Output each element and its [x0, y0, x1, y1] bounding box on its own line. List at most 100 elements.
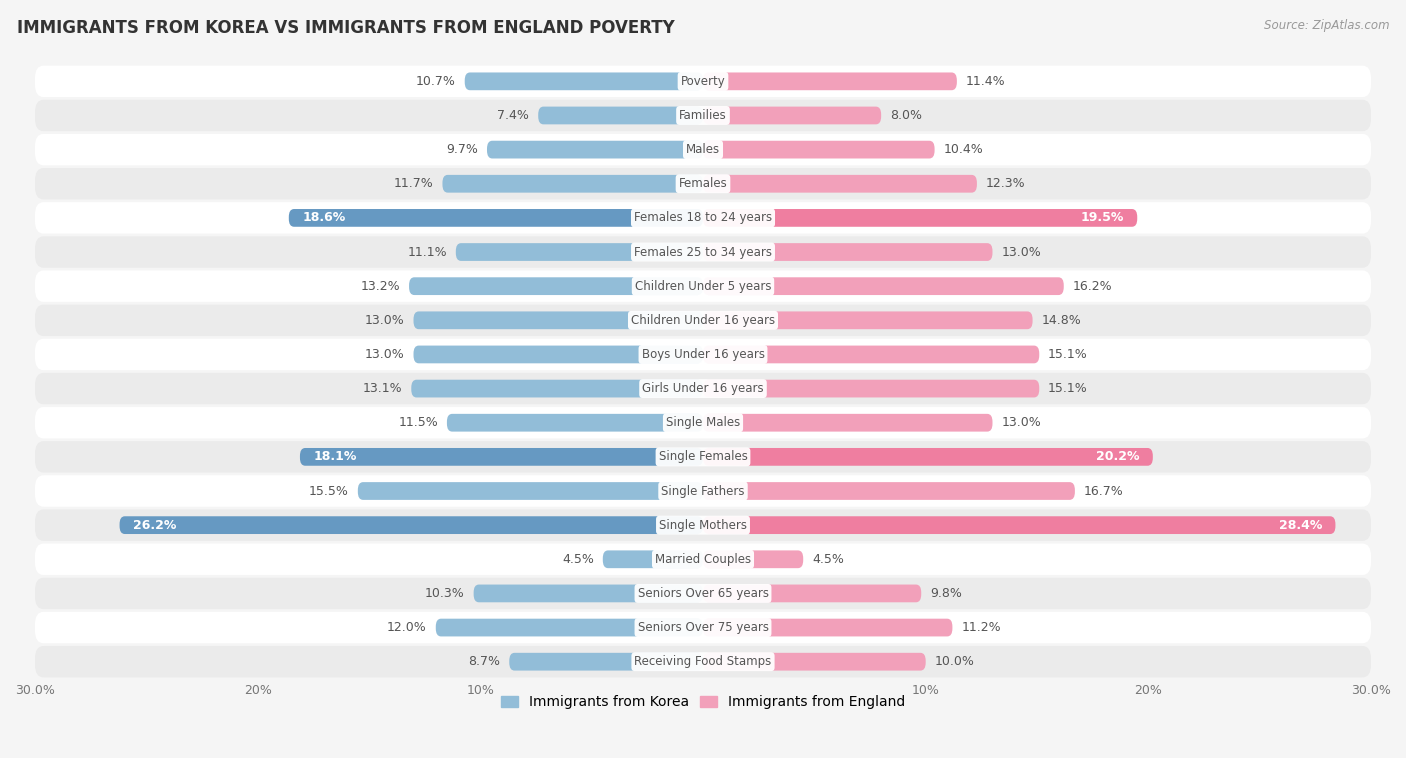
Text: Married Couples: Married Couples — [655, 553, 751, 565]
FancyBboxPatch shape — [703, 550, 803, 568]
FancyBboxPatch shape — [703, 619, 952, 637]
FancyBboxPatch shape — [35, 271, 1371, 302]
Text: 11.4%: 11.4% — [966, 75, 1005, 88]
FancyBboxPatch shape — [413, 346, 703, 363]
Text: 4.5%: 4.5% — [562, 553, 593, 565]
Text: Females 18 to 24 years: Females 18 to 24 years — [634, 211, 772, 224]
FancyBboxPatch shape — [35, 646, 1371, 678]
FancyBboxPatch shape — [299, 448, 703, 465]
Text: 10.3%: 10.3% — [425, 587, 465, 600]
FancyBboxPatch shape — [703, 346, 1039, 363]
FancyBboxPatch shape — [35, 373, 1371, 404]
Text: 11.1%: 11.1% — [408, 246, 447, 258]
FancyBboxPatch shape — [436, 619, 703, 637]
Text: 16.7%: 16.7% — [1084, 484, 1123, 497]
FancyBboxPatch shape — [35, 339, 1371, 370]
Text: Seniors Over 65 years: Seniors Over 65 years — [637, 587, 769, 600]
Text: 13.0%: 13.0% — [364, 348, 405, 361]
FancyBboxPatch shape — [35, 612, 1371, 644]
Text: 4.5%: 4.5% — [813, 553, 844, 565]
Text: 12.0%: 12.0% — [387, 621, 427, 634]
FancyBboxPatch shape — [703, 482, 1076, 500]
Text: Single Males: Single Males — [666, 416, 740, 429]
FancyBboxPatch shape — [509, 653, 703, 671]
Text: 8.0%: 8.0% — [890, 109, 922, 122]
FancyBboxPatch shape — [538, 107, 703, 124]
Text: 12.3%: 12.3% — [986, 177, 1025, 190]
FancyBboxPatch shape — [703, 653, 925, 671]
FancyBboxPatch shape — [486, 141, 703, 158]
FancyBboxPatch shape — [359, 482, 703, 500]
Text: Families: Families — [679, 109, 727, 122]
Text: Receiving Food Stamps: Receiving Food Stamps — [634, 655, 772, 669]
FancyBboxPatch shape — [703, 312, 1032, 329]
Text: 7.4%: 7.4% — [498, 109, 529, 122]
Text: 15.1%: 15.1% — [1047, 348, 1088, 361]
Text: 11.5%: 11.5% — [398, 416, 439, 429]
Text: 15.5%: 15.5% — [309, 484, 349, 497]
FancyBboxPatch shape — [474, 584, 703, 603]
Text: 10.7%: 10.7% — [416, 75, 456, 88]
FancyBboxPatch shape — [703, 584, 921, 603]
FancyBboxPatch shape — [703, 414, 993, 431]
FancyBboxPatch shape — [703, 73, 957, 90]
FancyBboxPatch shape — [412, 380, 703, 397]
Text: 9.8%: 9.8% — [931, 587, 962, 600]
Text: Boys Under 16 years: Boys Under 16 years — [641, 348, 765, 361]
Text: 10.0%: 10.0% — [935, 655, 974, 669]
FancyBboxPatch shape — [35, 100, 1371, 131]
FancyBboxPatch shape — [35, 66, 1371, 97]
Legend: Immigrants from Korea, Immigrants from England: Immigrants from Korea, Immigrants from E… — [495, 690, 911, 715]
Text: Seniors Over 75 years: Seniors Over 75 years — [637, 621, 769, 634]
FancyBboxPatch shape — [35, 509, 1371, 541]
Text: 26.2%: 26.2% — [134, 518, 176, 531]
FancyBboxPatch shape — [443, 175, 703, 193]
Text: 14.8%: 14.8% — [1042, 314, 1081, 327]
Text: Females 25 to 34 years: Females 25 to 34 years — [634, 246, 772, 258]
FancyBboxPatch shape — [35, 578, 1371, 609]
Text: Children Under 16 years: Children Under 16 years — [631, 314, 775, 327]
FancyBboxPatch shape — [703, 243, 993, 261]
FancyBboxPatch shape — [413, 312, 703, 329]
FancyBboxPatch shape — [703, 448, 1153, 465]
Text: 13.2%: 13.2% — [360, 280, 401, 293]
Text: Poverty: Poverty — [681, 75, 725, 88]
FancyBboxPatch shape — [35, 441, 1371, 472]
Text: 10.4%: 10.4% — [943, 143, 983, 156]
Text: 8.7%: 8.7% — [468, 655, 501, 669]
Text: 13.0%: 13.0% — [1001, 416, 1042, 429]
Text: Source: ZipAtlas.com: Source: ZipAtlas.com — [1264, 19, 1389, 32]
FancyBboxPatch shape — [35, 407, 1371, 438]
FancyBboxPatch shape — [603, 550, 703, 568]
FancyBboxPatch shape — [703, 380, 1039, 397]
Text: 13.0%: 13.0% — [364, 314, 405, 327]
FancyBboxPatch shape — [703, 277, 1064, 295]
Text: 19.5%: 19.5% — [1080, 211, 1123, 224]
FancyBboxPatch shape — [447, 414, 703, 431]
FancyBboxPatch shape — [35, 236, 1371, 268]
FancyBboxPatch shape — [35, 305, 1371, 336]
Text: 11.7%: 11.7% — [394, 177, 433, 190]
Text: Children Under 5 years: Children Under 5 years — [634, 280, 772, 293]
FancyBboxPatch shape — [409, 277, 703, 295]
FancyBboxPatch shape — [703, 516, 1336, 534]
FancyBboxPatch shape — [703, 107, 882, 124]
Text: IMMIGRANTS FROM KOREA VS IMMIGRANTS FROM ENGLAND POVERTY: IMMIGRANTS FROM KOREA VS IMMIGRANTS FROM… — [17, 19, 675, 37]
FancyBboxPatch shape — [35, 475, 1371, 506]
Text: 18.1%: 18.1% — [314, 450, 357, 463]
Text: 28.4%: 28.4% — [1278, 518, 1322, 531]
Text: 16.2%: 16.2% — [1073, 280, 1112, 293]
Text: 13.0%: 13.0% — [1001, 246, 1042, 258]
FancyBboxPatch shape — [35, 202, 1371, 233]
Text: Males: Males — [686, 143, 720, 156]
FancyBboxPatch shape — [456, 243, 703, 261]
Text: Single Fathers: Single Fathers — [661, 484, 745, 497]
Text: 11.2%: 11.2% — [962, 621, 1001, 634]
FancyBboxPatch shape — [120, 516, 703, 534]
Text: Single Mothers: Single Mothers — [659, 518, 747, 531]
FancyBboxPatch shape — [35, 168, 1371, 199]
Text: 15.1%: 15.1% — [1047, 382, 1088, 395]
Text: 13.1%: 13.1% — [363, 382, 402, 395]
FancyBboxPatch shape — [35, 134, 1371, 165]
Text: Single Females: Single Females — [658, 450, 748, 463]
